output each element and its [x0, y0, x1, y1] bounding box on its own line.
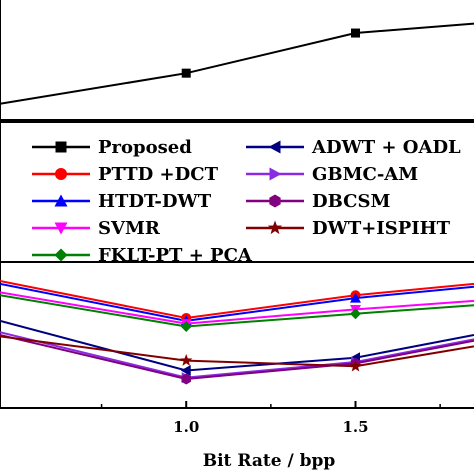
series-adwt-oadl: [0, 319, 474, 376]
legend-box: [0, 121, 474, 263]
legend-label: GBMC-AM: [312, 164, 418, 185]
legend-item-fklt-pt-pca: FKLT-PT + PCA: [32, 245, 253, 266]
legend-item-proposed: Proposed: [32, 137, 192, 158]
data-point-proposed: [351, 28, 360, 38]
data-point-fklt-pt-pca: [180, 320, 192, 332]
legend-item-svmr: SVMR: [32, 218, 161, 239]
legend-marker: [54, 248, 68, 262]
data-point-htdt-dwt: [350, 292, 361, 303]
data-point-adwt-oadl: [180, 365, 191, 376]
x-tick-label: 1.5: [342, 418, 368, 436]
bottom-plot-frame: [0, 261, 474, 409]
data-point-dwt-ispiht: [180, 354, 193, 366]
legend-marker: [55, 168, 67, 180]
legend-label: ADWT + OADL: [311, 137, 461, 158]
series-line-fklt-pt-pca: [0, 294, 474, 328]
legend-label: DWT+ISPIHT: [312, 218, 451, 239]
series-dwt-ispiht: [0, 335, 474, 372]
x-axis-title: Bit Rate / bpp: [203, 451, 336, 471]
legend-item-pttd-dct: PTTD +DCT: [32, 164, 219, 185]
data-point-dbcsm: [181, 373, 191, 385]
top-plot-frame: [0, 0, 474, 121]
x-axis: 1.0 1.5: [100, 401, 441, 436]
series-pttd-dct: [0, 280, 474, 323]
legend: Proposed ADWT + OADL PTTD +DCT GBMC-AM HTDT-…: [32, 137, 461, 266]
legend-item-dbcsm: DBCSM: [246, 191, 390, 212]
legend-label: Proposed: [98, 137, 192, 158]
legend-label: SVMR: [98, 218, 161, 239]
legend-marker: [54, 194, 68, 207]
series-fklt-pt-pca: [0, 294, 474, 332]
legend-marker: [267, 220, 283, 235]
data-point-proposed: [181, 68, 191, 78]
x-tick-label: 1.0: [173, 418, 199, 436]
top-plot-area: [0, 22, 474, 105]
legend-marker: [269, 167, 282, 181]
legend-item-adwt-oadl: ADWT + OADL: [246, 137, 461, 158]
series-line-htdt-dwt: [0, 282, 474, 322]
legend-marker: [54, 222, 68, 235]
legend-label: DBCSM: [312, 191, 390, 212]
legend-item-dwt-ispiht: DWT+ISPIHT: [246, 218, 451, 239]
legend-marker: [268, 140, 281, 154]
series-proposed: [0, 22, 474, 105]
series-line-pttd-dct: [0, 280, 474, 320]
legend-marker: [55, 141, 67, 153]
data-point-dwt-ispiht: [349, 359, 362, 372]
legend-label: PTTD +DCT: [98, 164, 219, 185]
bottom-plot-area: [0, 280, 474, 385]
legend-item-gbmc-am: GBMC-AM: [246, 164, 418, 185]
series-line-dwt-ispiht: [0, 335, 474, 368]
series-line-svmr: [0, 291, 474, 325]
legend-label: HTDT-DWT: [98, 191, 212, 212]
series-line-dbcsm: [0, 334, 474, 381]
legend-item-htdt-dwt: HTDT-DWT: [32, 191, 212, 212]
legend-label: FKLT-PT + PCA: [98, 245, 253, 266]
series-line-proposed: [0, 22, 474, 105]
data-point-fklt-pt-pca: [350, 308, 361, 320]
legend-marker: [269, 194, 281, 208]
series-dbcsm: [0, 334, 474, 385]
series-line-gbmc-am: [0, 331, 474, 379]
